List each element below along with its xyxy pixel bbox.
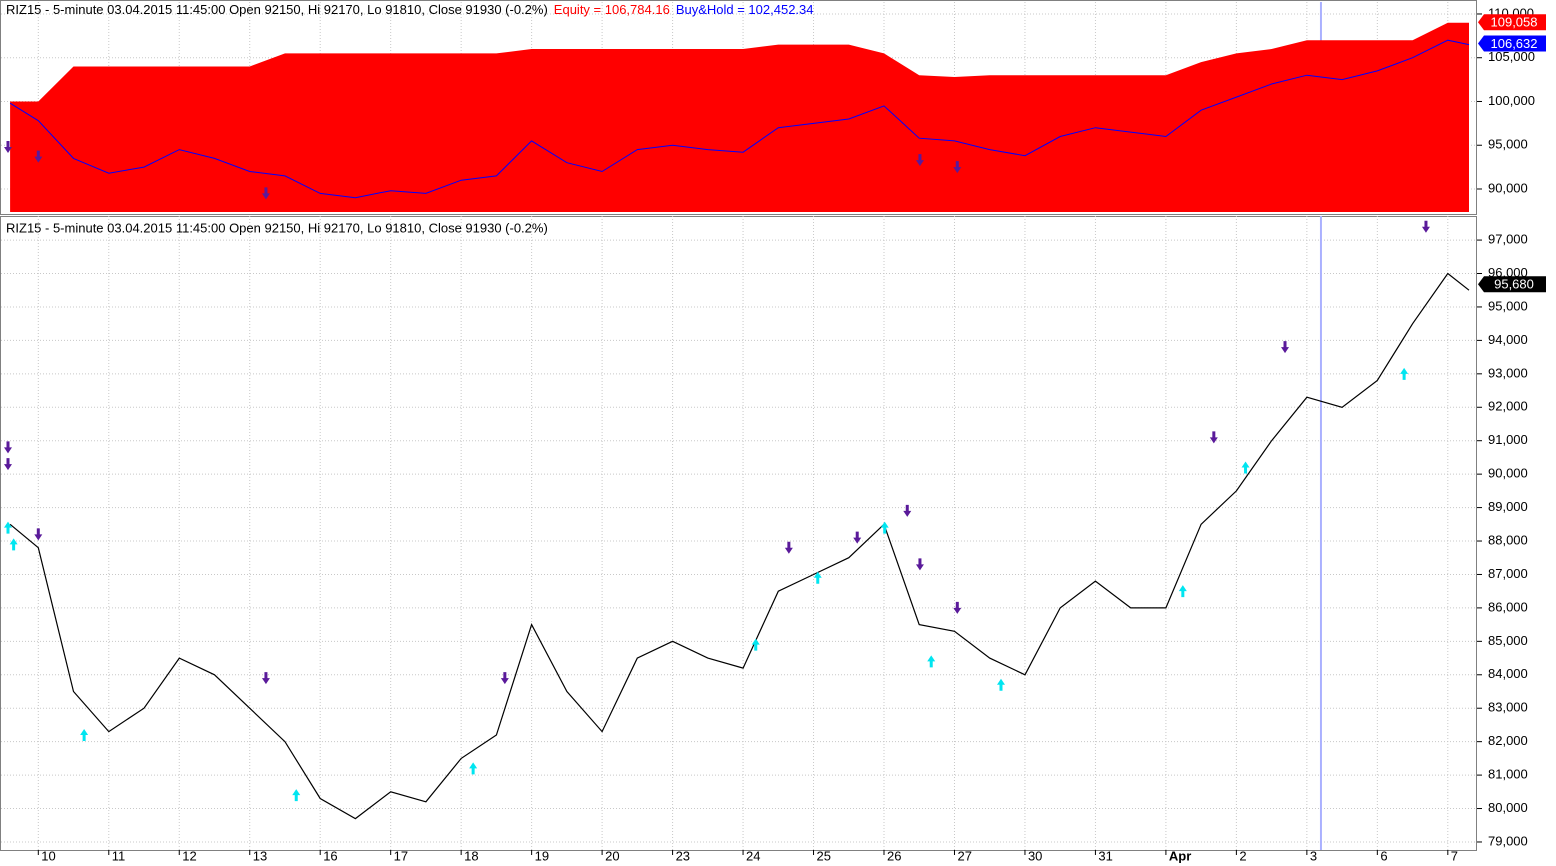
sell-arrow: [1421, 220, 1430, 233]
y-tick-label: 96,000: [1488, 265, 1528, 280]
x-tick-label: 3: [1310, 848, 1317, 863]
legend-entry: Equity = 106,784.16: [554, 2, 670, 17]
buy-arrow: [80, 728, 89, 741]
sell-arrow: [953, 601, 962, 614]
value-tag-label: 95,680: [1494, 277, 1534, 292]
buy-arrow: [751, 638, 760, 651]
buy-arrow: [1241, 461, 1250, 474]
x-tick-label: 11: [112, 848, 126, 863]
y-tick-label: 84,000: [1488, 666, 1528, 681]
y-tick-label: 88,000: [1488, 532, 1528, 547]
y-tick-label: 83,000: [1488, 700, 1528, 715]
x-tick-label: 27: [957, 848, 971, 863]
buy-arrow: [927, 655, 936, 668]
y-tick-label: 87,000: [1488, 566, 1528, 581]
sell-arrow: [1209, 431, 1218, 444]
value-tag: [1478, 35, 1546, 52]
x-tick-label: 10: [41, 848, 55, 863]
x-tick-label: 31: [1098, 848, 1112, 863]
sell-arrow: [915, 558, 924, 571]
x-tick-label: 20: [605, 848, 619, 863]
x-tick-label: 18: [464, 848, 478, 863]
x-tick-label: 6: [1380, 848, 1387, 863]
y-tick-label: 86,000: [1488, 599, 1528, 614]
title: RIZ15 - 5-minute 03.04.2015 11:45:00 Ope…: [6, 2, 548, 17]
bottom-panel: [0, 216, 1477, 851]
y-tick-label: 94,000: [1488, 332, 1528, 347]
sell-arrow: [4, 458, 12, 471]
buy-arrow: [813, 571, 822, 584]
y-tick-label: 100,000: [1488, 93, 1535, 108]
buy-arrow: [1400, 367, 1409, 380]
value-tag-label: 109,058: [1491, 15, 1538, 30]
equity-area: [10, 22, 1470, 213]
x-tick-label: 16: [323, 848, 337, 863]
value-tag: [1478, 276, 1546, 293]
buy-arrow: [1178, 585, 1187, 598]
sell-arrow: [853, 531, 862, 544]
y-tick-label: 90,000: [1488, 466, 1528, 481]
buy-arrow: [4, 521, 12, 534]
series-line: [9, 39, 1470, 199]
sell-arrow: [4, 140, 12, 153]
bottom-title: RIZ15 - 5-minute 03.04.2015 11:45:00 Ope…: [6, 220, 548, 235]
buy-arrow: [880, 521, 889, 534]
y-tick-label: 105,000: [1488, 49, 1535, 64]
y-tick-label: 80,000: [1488, 800, 1528, 815]
x-tick-label: 19: [535, 848, 549, 863]
x-tick-label: 30: [1028, 848, 1042, 863]
y-tick-label: 93,000: [1488, 365, 1528, 380]
sell-arrow: [261, 187, 270, 200]
y-tick-label: 89,000: [1488, 499, 1528, 514]
y-tick-label: 85,000: [1488, 633, 1528, 648]
y-tick-label: 79,000: [1488, 833, 1528, 848]
buy-arrow: [469, 762, 478, 775]
buy-arrow: [292, 789, 301, 802]
x-tick-label: 23: [676, 848, 690, 863]
y-tick-label: 92,000: [1488, 399, 1528, 414]
sell-arrow: [500, 672, 509, 685]
top-title: RIZ15 - 5-minute 03.04.2015 11:45:00 Ope…: [6, 2, 814, 17]
y-tick-label: 95,000: [1488, 137, 1528, 152]
x-tick-label: 26: [887, 848, 901, 863]
buy-arrow: [9, 538, 18, 551]
x-tick-label: 17: [394, 848, 408, 863]
y-tick-label: 81,000: [1488, 767, 1528, 782]
sell-arrow: [784, 541, 793, 554]
sell-arrow: [34, 528, 43, 541]
x-tick-label: 2: [1239, 848, 1246, 863]
sell-arrow: [261, 672, 270, 685]
y-tick-label: 91,000: [1488, 432, 1528, 447]
sell-arrow: [903, 504, 912, 517]
x-tick-label: 7: [1451, 848, 1458, 863]
x-tick-label: 12: [182, 848, 196, 863]
buy-arrow: [996, 678, 1005, 691]
y-tick-label: 95,000: [1488, 298, 1528, 313]
y-tick-label: 97,000: [1488, 232, 1528, 247]
value-tag: [1478, 14, 1546, 31]
sell-arrow: [915, 154, 924, 167]
sell-arrow: [4, 441, 12, 454]
x-tick-label: 13: [253, 848, 267, 863]
series-line: [9, 272, 1470, 820]
y-tick-label: 90,000: [1488, 180, 1528, 195]
x-tick-label: 24: [746, 848, 760, 863]
x-tick-label: Apr: [1169, 848, 1191, 863]
sell-arrow: [34, 150, 43, 163]
sell-arrow: [1281, 341, 1290, 354]
sell-arrow: [953, 161, 962, 174]
y-tick-label: 82,000: [1488, 733, 1528, 748]
x-tick-label: 25: [817, 848, 831, 863]
value-tag-label: 106,632: [1491, 36, 1538, 51]
legend-entry: Buy&Hold = 102,452.34: [676, 2, 814, 17]
